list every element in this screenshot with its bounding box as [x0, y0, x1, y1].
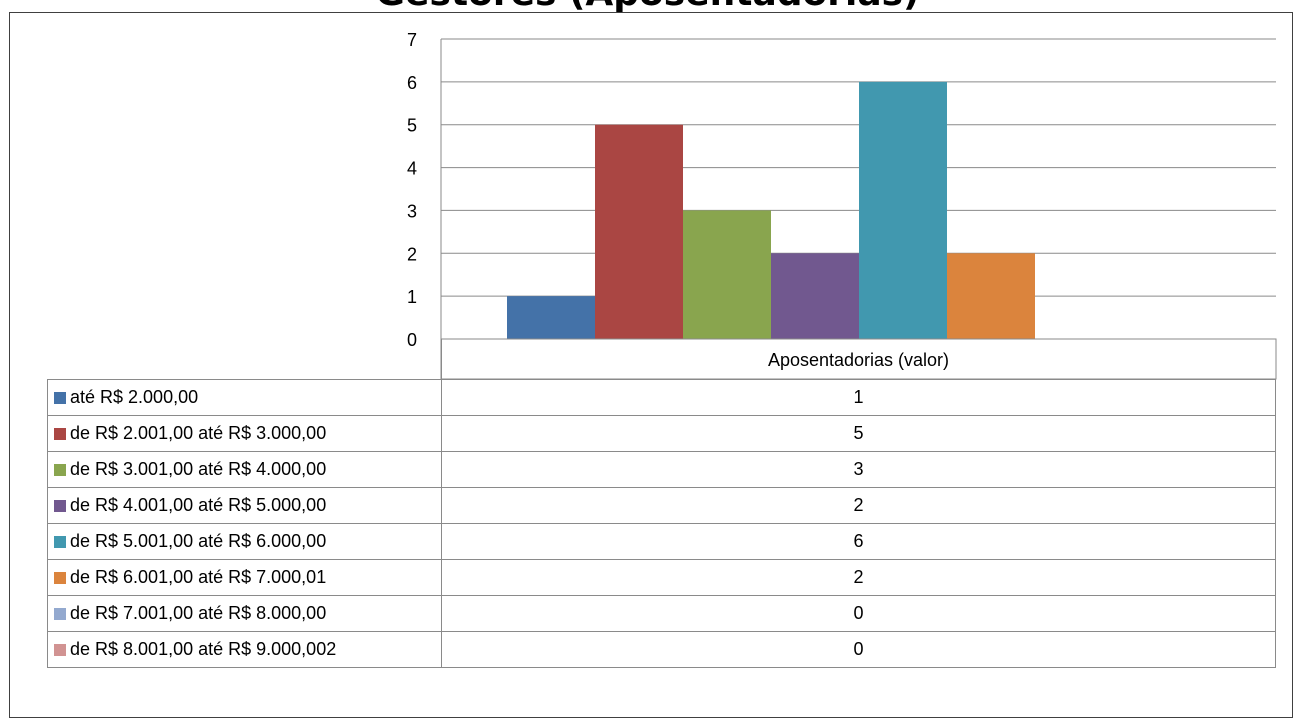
- legend-label: de R$ 6.001,00 até R$ 7.000,01: [70, 567, 327, 587]
- legend-swatch: [54, 392, 66, 404]
- legend-label: de R$ 4.001,00 até R$ 5.000,00: [70, 495, 327, 515]
- bar: [595, 124, 683, 339]
- table-row: de R$ 2.001,00 até R$ 3.000,00 5: [47, 415, 1276, 452]
- table-row: de R$ 8.001,00 até R$ 9.000,002 0: [47, 631, 1276, 668]
- legend-entry: de R$ 4.001,00 até R$ 5.000,00: [47, 487, 442, 524]
- legend-entry: de R$ 8.001,00 até R$ 9.000,002: [47, 631, 442, 668]
- chart-frame: [9, 12, 1293, 718]
- legend-entry: de R$ 6.001,00 até R$ 7.000,01: [47, 559, 442, 596]
- y-tick-label: 4: [407, 159, 417, 179]
- legend-label: de R$ 2.001,00 até R$ 3.000,00: [70, 423, 327, 443]
- data-table: até R$ 2.000,00 1 de R$ 2.001,00 até R$ 3.…: [47, 339, 1276, 668]
- data-value-cell: 3: [441, 451, 1276, 488]
- data-value-cell: 6: [441, 523, 1276, 560]
- legend-entry: de R$ 5.001,00 até R$ 6.000,00: [47, 523, 442, 560]
- table-row: de R$ 5.001,00 até R$ 6.000,00 6: [47, 523, 1276, 560]
- legend-label: até R$ 2.000,00: [70, 387, 199, 407]
- legend-entry: até R$ 2.000,00: [47, 379, 442, 416]
- y-tick-label: 1: [407, 287, 417, 307]
- data-value-cell: 0: [441, 595, 1276, 632]
- bar: [859, 81, 947, 339]
- table-row: de R$ 6.001,00 até R$ 7.000,01 2: [47, 559, 1276, 596]
- data-value-cell: 2: [441, 487, 1276, 524]
- table-row: de R$ 7.001,00 até R$ 8.000,00 0: [47, 595, 1276, 632]
- y-tick-label: 6: [407, 73, 417, 93]
- table-header-row: [47, 339, 1276, 380]
- legend-label: de R$ 8.001,00 até R$ 9.000,002: [70, 639, 337, 659]
- table-blank-cell: [47, 339, 442, 380]
- bar: [683, 210, 771, 339]
- table-row: até R$ 2.000,00 1: [47, 379, 1276, 416]
- legend-entry: de R$ 7.001,00 até R$ 8.000,00: [47, 595, 442, 632]
- table-header-spacer: [442, 340, 1276, 380]
- legend-swatch: [54, 644, 66, 656]
- legend-swatch: [54, 500, 66, 512]
- bar: [771, 253, 859, 339]
- data-value-cell: 2: [441, 559, 1276, 596]
- legend-label: de R$ 3.001,00 até R$ 4.000,00: [70, 459, 327, 479]
- data-value-cell: 0: [441, 631, 1276, 668]
- legend-swatch: [54, 428, 66, 440]
- y-tick-label: 3: [407, 201, 417, 221]
- table-row: de R$ 4.001,00 até R$ 5.000,00 2: [47, 487, 1276, 524]
- legend-entry: de R$ 2.001,00 até R$ 3.000,00: [47, 415, 442, 452]
- y-tick-label: 7: [407, 30, 417, 50]
- bar: [507, 296, 595, 339]
- bar: [947, 253, 1035, 339]
- legend-swatch: [54, 536, 66, 548]
- legend-swatch: [54, 572, 66, 584]
- legend-label: de R$ 5.001,00 até R$ 6.000,00: [70, 531, 327, 551]
- legend-swatch: [54, 464, 66, 476]
- x-category-label: Aposentadorias (valor): [768, 350, 949, 370]
- y-tick-label: 5: [407, 116, 417, 136]
- table-row: de R$ 3.001,00 até R$ 4.000,00 3: [47, 451, 1276, 488]
- legend-label: de R$ 7.001,00 até R$ 8.000,00: [70, 603, 327, 623]
- legend-entry: de R$ 3.001,00 até R$ 4.000,00: [47, 451, 442, 488]
- title-strip: Gestores (Aposentadorias): [0, 0, 1295, 12]
- data-value-cell: 1: [441, 379, 1276, 416]
- data-value-cell: 5: [441, 415, 1276, 452]
- y-tick-label: 2: [407, 244, 417, 264]
- legend-swatch: [54, 608, 66, 620]
- chart-title: Gestores (Aposentadorias): [0, 0, 1295, 12]
